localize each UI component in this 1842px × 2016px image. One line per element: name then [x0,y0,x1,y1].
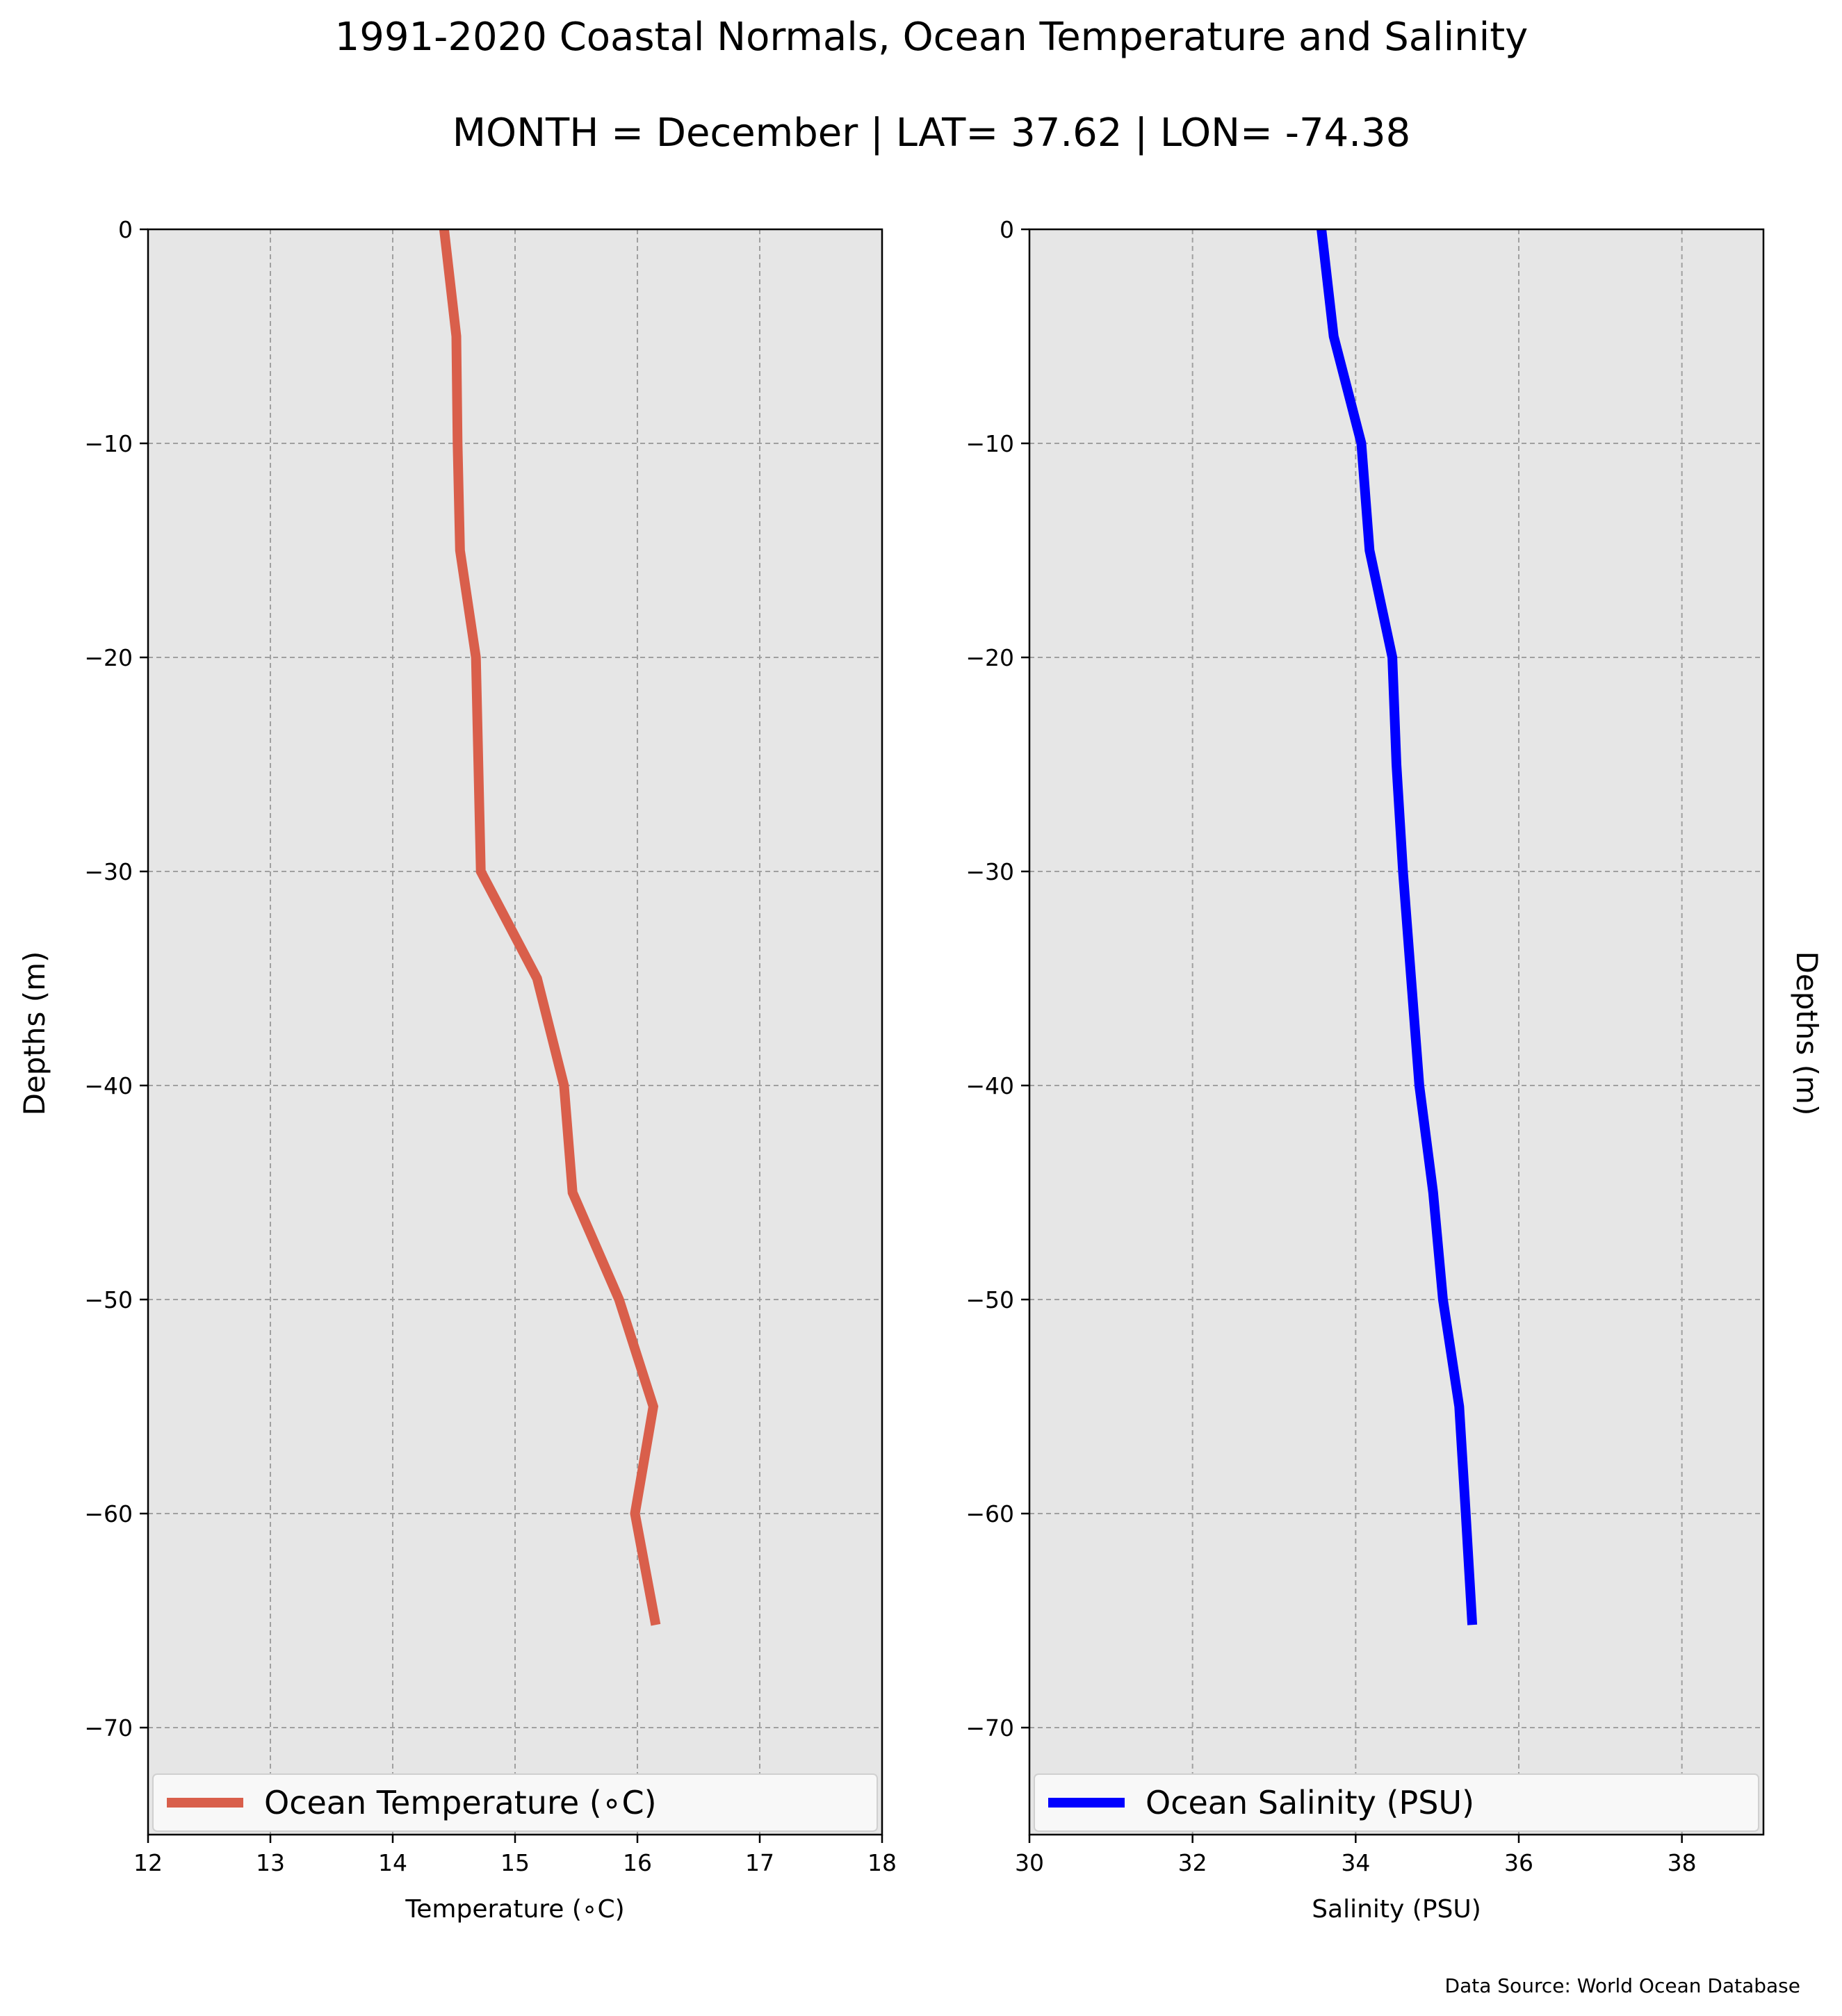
x-tick-label: 14 [378,1849,407,1876]
y-tick-label: −30 [965,858,1014,885]
x-tick-label: 30 [1015,1849,1044,1876]
legend-label: Ocean Temperature (∘C) [264,1784,657,1821]
legend-box [1034,1773,1759,1832]
series-line [439,229,661,1626]
chart-subtitle: MONTH = December | LAT= 37.62 | LON= -74… [453,110,1411,156]
temperature-panel: 12 13 14 15 16 17 18 0 −10 −20 −30 −40 −50 −60 −70 Ocea… [84,216,897,1876]
xlabel-temperature: Temperature (∘C) [405,1895,624,1924]
data-source-note: Data Source: World Ocean Database [1445,1974,1800,1997]
y-tick-label: −60 [965,1500,1014,1527]
y-tick-label: 0 [118,216,133,243]
x-tick-label: 12 [133,1849,163,1876]
x-tick-label: 18 [867,1849,897,1876]
y-tick-label: −50 [84,1286,133,1313]
y-tick-label: −70 [965,1714,1014,1742]
y-tick-label: 0 [1000,216,1014,243]
ylabel-left: Depths (m) [17,951,51,1116]
x-tick-label: 16 [623,1849,652,1876]
series-line [1317,229,1478,1625]
x-tick-label: 13 [256,1849,285,1876]
x-tick-label: 15 [500,1849,530,1876]
y-tick-label: −40 [965,1072,1014,1099]
y-tick-label: −60 [84,1500,133,1527]
xlabel-salinity: Salinity (PSU) [1312,1895,1481,1924]
y-tick-label: −70 [84,1714,133,1742]
x-tick-label: 17 [745,1849,774,1876]
y-tick-label: −40 [84,1072,133,1099]
y-tick-label: −50 [965,1286,1014,1313]
y-tick-label: −20 [965,644,1014,671]
y-tick-label: −10 [965,430,1014,457]
salinity-panel: 30 32 34 36 38 0 −10 −20 −30 −40 −50 −60 −70 Ocean Sa… [965,216,1765,1876]
x-tick-label: 36 [1504,1849,1533,1876]
x-tick-label: 38 [1668,1849,1697,1876]
x-tick-label: 34 [1341,1849,1370,1876]
axes-frame [1028,228,1765,1836]
y-tick-label: −20 [84,644,133,671]
x-tick-label: 32 [1178,1849,1207,1876]
y-tick-label: −10 [84,430,133,457]
chart-title: 1991-2020 Coastal Normals, Ocean Tempera… [335,15,1529,60]
ylabel-right: Depths (m) [1790,951,1824,1116]
plot-area [1029,229,1763,1835]
legend-label: Ocean Salinity (PSU) [1146,1784,1474,1821]
legend-box [152,1773,878,1832]
y-tick-label: −30 [84,858,133,885]
